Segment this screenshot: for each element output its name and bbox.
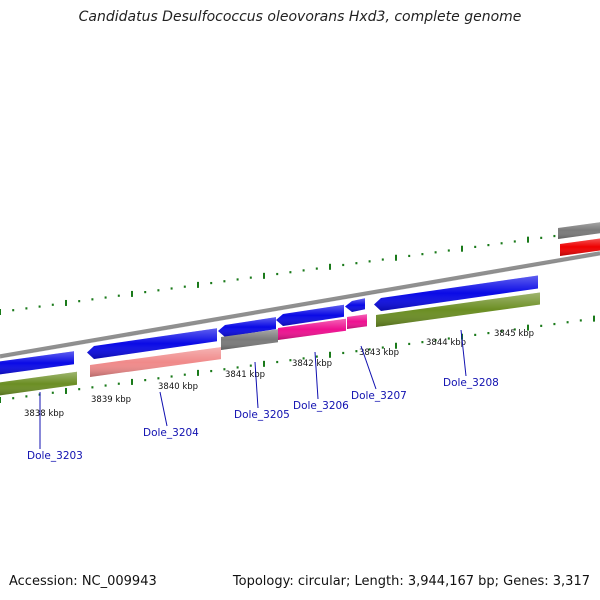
scale-label: 3838 kbp	[24, 409, 64, 419]
reverse-feature-green-shade	[376, 292, 540, 327]
gene-label: Dole_3205	[234, 409, 290, 421]
gene-label: Dole_3207	[351, 390, 407, 402]
genome-title: Candidatus Desulfococcus oleovorans Hxd3…	[78, 9, 522, 25]
gene-label-leader	[159, 391, 168, 427]
reverse-feature-salmon-shade	[90, 347, 221, 377]
scale-label: 3843 kbp	[359, 348, 399, 358]
reverse-feature-magenta-1-shade	[278, 318, 346, 340]
reverse-feature-red-shade	[560, 238, 600, 256]
gene-labels: Dole_3203Dole_3204Dole_3205Dole_3206Dole…	[27, 329, 499, 462]
reverse-feature-grey-shade	[221, 329, 278, 350]
gene-feature-right-grey-shade	[558, 222, 600, 239]
scale-labels: 3838 kbp 3839 kbp 3840 kbp 3841 kbp 3842 kbp…	[24, 329, 534, 419]
scale-label: 3839 kbp	[91, 395, 131, 405]
gene-feature-3205-shade	[218, 317, 276, 337]
accession-text: Accession: NC_009943	[9, 574, 157, 589]
gene-label-leader	[314, 351, 319, 400]
scale-label: 3845 kbp	[494, 329, 534, 339]
scale-label: 3841 kbp	[225, 370, 265, 380]
reverse-feature-left-shade	[0, 371, 77, 396]
gene-feature-3203-shade	[0, 351, 74, 375]
gene-features	[0, 222, 600, 396]
reverse-feature-magenta-2-shade	[347, 314, 367, 329]
gene-label: Dole_3203	[27, 450, 83, 462]
gene-feature-3204-shade	[87, 328, 217, 359]
scale-label: 3844 kbp	[426, 338, 466, 348]
backbone-shadow	[0, 254, 600, 359]
gene-label: Dole_3204	[143, 427, 199, 439]
scale-label: 3840 kbp	[158, 382, 198, 392]
scale-ticks	[0, 227, 595, 403]
gene-feature-3206-shade	[276, 304, 344, 326]
gene-label: Dole_3206	[293, 400, 349, 412]
backbone-line	[0, 251, 600, 358]
gene-label-leader	[254, 361, 259, 409]
gene-label-leader	[460, 329, 467, 377]
gene-label-leader	[360, 345, 377, 390]
scale-label: 3842 kbp	[292, 359, 332, 369]
genome-stats-text: Topology: circular; Length: 3,944,167 bp…	[232, 574, 590, 589]
gene-feature-3207-shade	[345, 298, 365, 312]
gene-feature-3208-shade	[374, 275, 538, 311]
gene-label: Dole_3208	[443, 377, 499, 389]
